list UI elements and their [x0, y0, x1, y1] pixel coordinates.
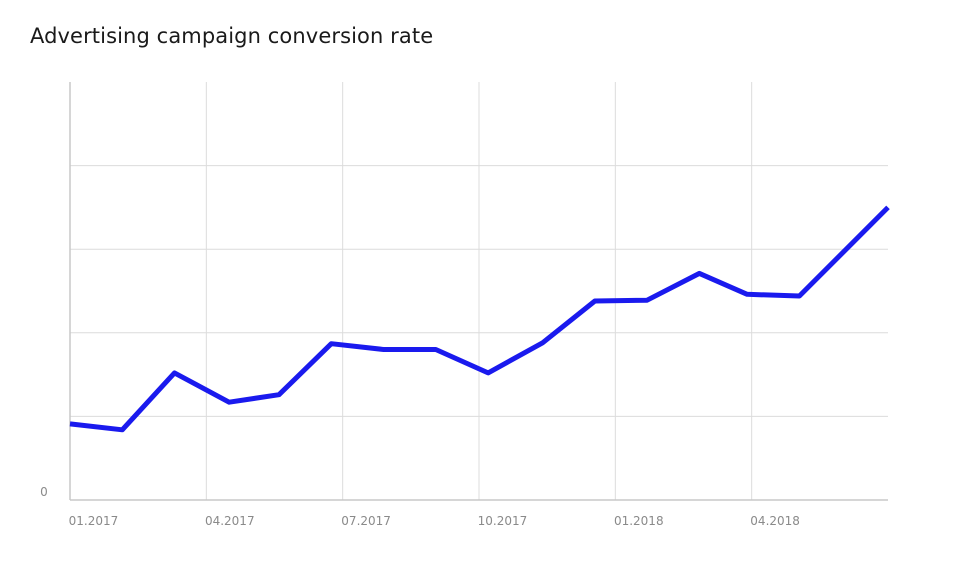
x-tick-label: 07.2017: [341, 514, 391, 528]
series-line: [69, 205, 890, 433]
x-tick-label: 04.2018: [750, 514, 800, 528]
grid: [70, 82, 888, 500]
axes: [69, 82, 888, 501]
y-tick-label: 0: [40, 485, 48, 499]
x-tick-label: 01.2017: [69, 514, 119, 528]
series: [69, 205, 890, 433]
x-tick-label: 01.2018: [614, 514, 664, 528]
x-tick-labels: 01.2017 04.2017 07.2017 10.2017 01.2018 04.20…: [69, 514, 800, 528]
x-tick-label: 04.2017: [205, 514, 255, 528]
y-tick-labels: 0: [40, 485, 48, 499]
chart-title: Advertising campaign conversion rate: [30, 24, 434, 48]
x-tick-label: 10.2017: [478, 514, 528, 528]
